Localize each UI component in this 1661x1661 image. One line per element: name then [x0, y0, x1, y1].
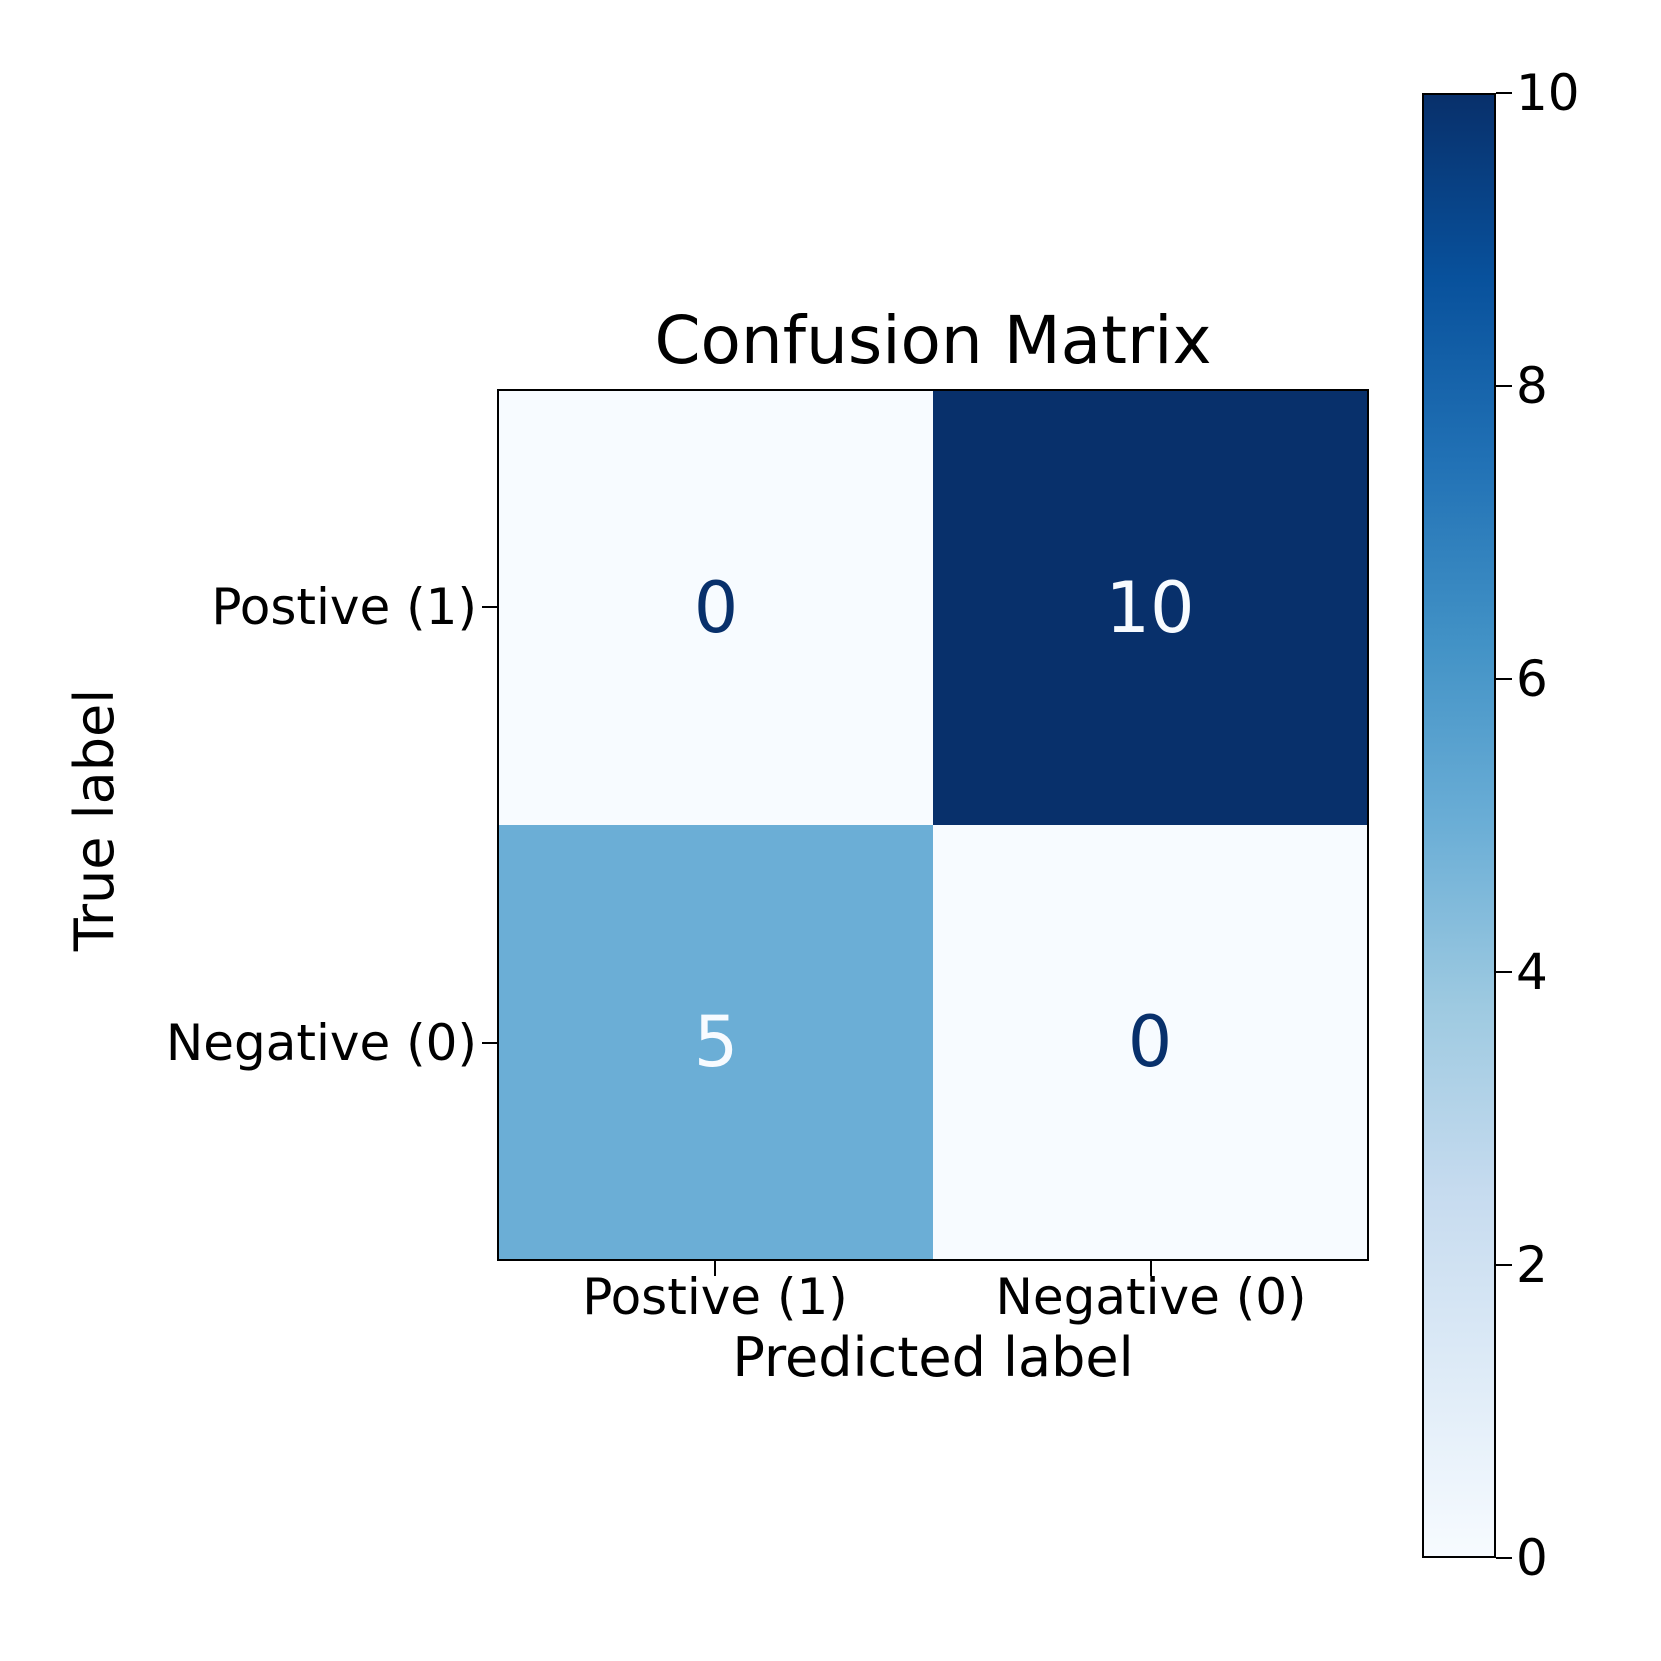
colorbar-tick-label-0: 0 [1516, 1529, 1548, 1587]
xtick-label-positive: Postive (1) [582, 1268, 848, 1326]
heatmap: 0 10 5 0 [497, 389, 1369, 1261]
heatmap-cell-true-pos-pred-neg: 10 [933, 391, 1367, 825]
colorbar-tick-label-2: 2 [1516, 1236, 1548, 1294]
ytick-mark-positive [482, 605, 497, 609]
colorbar-tick-4 [1496, 970, 1512, 974]
colorbar-gradient [1422, 93, 1496, 1558]
colorbar-tick-6 [1496, 677, 1512, 681]
colorbar-tick-label-8: 8 [1516, 357, 1548, 415]
xtick-label-negative: Negative (0) [995, 1268, 1307, 1326]
ytick-mark-negative [482, 1041, 497, 1045]
chart-title: Confusion Matrix [654, 302, 1212, 379]
y-axis-label: True label [63, 688, 126, 952]
colorbar-tick-0 [1496, 1556, 1512, 1560]
colorbar-tick-label-4: 4 [1516, 943, 1548, 1001]
heatmap-cell-true-pos-pred-pos: 0 [499, 391, 933, 825]
colorbar-tick-10 [1496, 91, 1512, 95]
colorbar-tick-label-6: 6 [1516, 650, 1548, 708]
x-axis-label: Predicted label [732, 1326, 1134, 1389]
ytick-label-positive: Postive (1) [211, 578, 477, 636]
xtick-mark-positive [713, 1261, 717, 1276]
ytick-label-negative: Negative (0) [165, 1014, 477, 1072]
heatmap-cell-true-neg-pred-neg: 0 [933, 825, 1367, 1259]
colorbar-tick-8 [1496, 384, 1512, 388]
colorbar-tick-label-10: 10 [1516, 64, 1580, 122]
heatmap-cell-true-neg-pred-pos: 5 [499, 825, 933, 1259]
xtick-mark-negative [1149, 1261, 1153, 1276]
colorbar-tick-2 [1496, 1263, 1512, 1267]
